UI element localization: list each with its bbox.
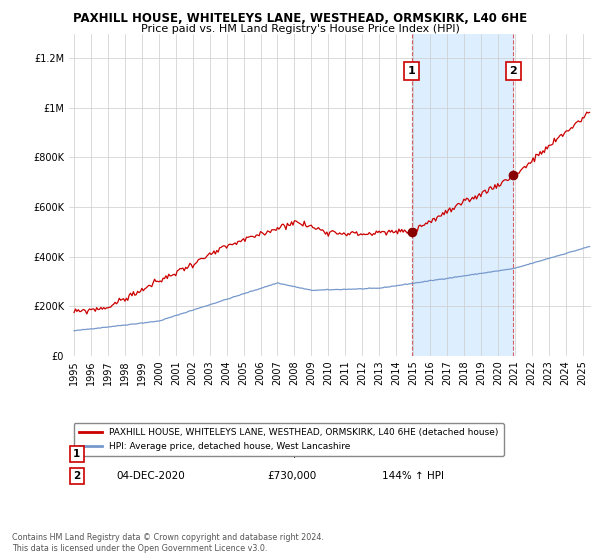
- Text: PAXHILL HOUSE, WHITELEYS LANE, WESTHEAD, ORMSKIRK, L40 6HE: PAXHILL HOUSE, WHITELEYS LANE, WESTHEAD,…: [73, 12, 527, 25]
- Text: 2: 2: [73, 472, 80, 482]
- Text: 2: 2: [509, 66, 517, 76]
- Text: 10-DEC-2014: 10-DEC-2014: [116, 449, 185, 459]
- Bar: [412, 34, 514, 356]
- Text: 1: 1: [73, 449, 80, 459]
- Text: 144% ↑ HPI: 144% ↑ HPI: [382, 472, 444, 482]
- Text: £730,000: £730,000: [268, 472, 317, 482]
- Text: 1: 1: [408, 66, 416, 76]
- Text: 105% ↑ HPI: 105% ↑ HPI: [382, 449, 444, 459]
- Text: 04-DEC-2020: 04-DEC-2020: [116, 472, 185, 482]
- Legend: PAXHILL HOUSE, WHITELEYS LANE, WESTHEAD, ORMSKIRK, L40 6HE (detached house), HPI: PAXHILL HOUSE, WHITELEYS LANE, WESTHEAD,…: [74, 423, 503, 456]
- Text: Price paid vs. HM Land Registry's House Price Index (HPI): Price paid vs. HM Land Registry's House …: [140, 24, 460, 34]
- Text: Contains HM Land Registry data © Crown copyright and database right 2024.
This d: Contains HM Land Registry data © Crown c…: [12, 533, 324, 553]
- Text: £500,000: £500,000: [268, 449, 316, 459]
